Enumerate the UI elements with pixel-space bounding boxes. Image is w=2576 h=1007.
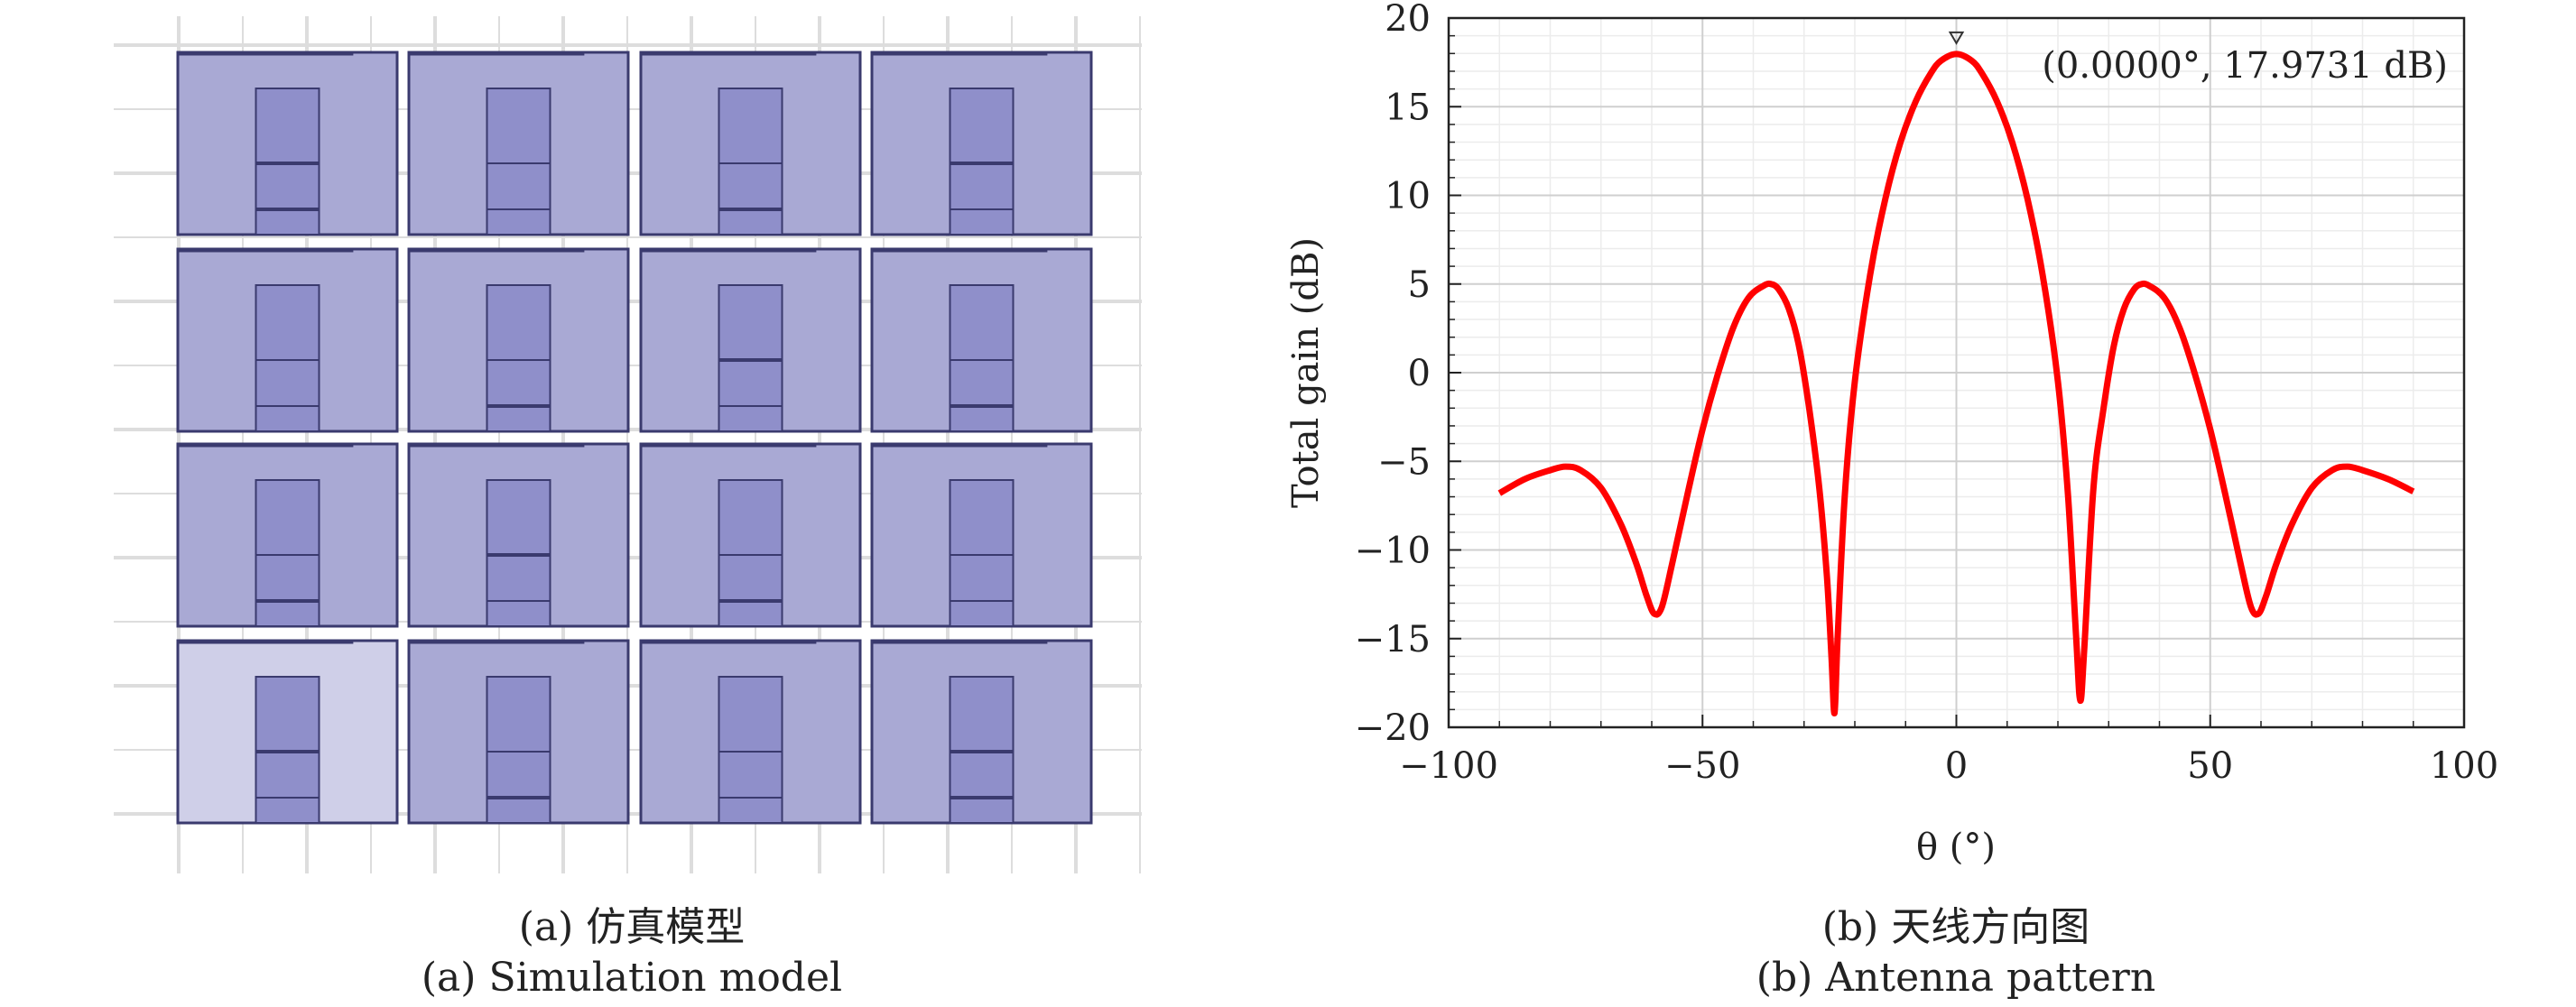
tick-marks bbox=[1448, 17, 2465, 728]
y-tick-label: 0 bbox=[1408, 353, 1431, 394]
array-element bbox=[176, 51, 399, 236]
array-element bbox=[639, 51, 862, 236]
array-element bbox=[870, 247, 1093, 433]
array-element bbox=[870, 51, 1093, 236]
array-element bbox=[176, 247, 399, 433]
feed-strip bbox=[718, 88, 783, 236]
x-axis-label: θ (°) bbox=[1916, 827, 1996, 868]
total-gain-line bbox=[1497, 51, 2415, 716]
array-element bbox=[407, 247, 630, 433]
caption-b-chinese: (b) 天线方向图 bbox=[1822, 904, 2090, 950]
feed-strip bbox=[255, 479, 320, 627]
caption-b-english: (b) Antenna pattern bbox=[1756, 955, 2155, 1001]
x-tick-label: 100 bbox=[2430, 745, 2498, 787]
y-tick-label: −5 bbox=[1377, 441, 1431, 483]
y-tick-label: 20 bbox=[1385, 0, 1431, 40]
array-element bbox=[639, 247, 862, 433]
array-element bbox=[639, 442, 862, 628]
y-tick-label: 10 bbox=[1385, 176, 1431, 217]
array-element bbox=[407, 442, 630, 628]
feed-strip bbox=[255, 284, 320, 432]
feed-strip bbox=[486, 284, 551, 432]
caption-a-english: (a) Simulation model bbox=[422, 955, 842, 1001]
y-tick-label: 15 bbox=[1385, 87, 1431, 128]
array-element bbox=[639, 639, 862, 825]
x-tick-label: 0 bbox=[1945, 745, 1968, 787]
x-tick-labels: −100 −50 0 50 100 bbox=[1399, 745, 2498, 787]
array-element bbox=[870, 639, 1093, 825]
x-tick-label: −100 bbox=[1399, 745, 1498, 787]
caption-a-chinese: (a) 仿真模型 bbox=[519, 904, 746, 950]
y-tick-label: −15 bbox=[1355, 619, 1431, 661]
y-axis-label: Total gain (dB) bbox=[1285, 237, 1327, 508]
feed-strip bbox=[949, 479, 1015, 627]
feed-strip bbox=[718, 676, 783, 824]
feed-strip bbox=[486, 88, 551, 236]
array-element bbox=[176, 639, 399, 825]
patch-array bbox=[176, 51, 1093, 825]
y-tick-label: −20 bbox=[1355, 707, 1431, 749]
feed-strip bbox=[718, 479, 783, 627]
array-element bbox=[407, 51, 630, 236]
array-element bbox=[870, 442, 1093, 628]
feed-strip bbox=[486, 676, 551, 824]
x-tick-label: 50 bbox=[2187, 745, 2233, 787]
x-tick-label: −50 bbox=[1664, 745, 1740, 787]
array-element bbox=[176, 442, 399, 628]
peak-annotation: (0.0000°, 17.9731 dB) bbox=[2042, 45, 2448, 87]
array-element bbox=[407, 639, 630, 825]
simulation-model-panel bbox=[114, 16, 1142, 873]
y-tick-label: −10 bbox=[1355, 531, 1431, 572]
peak-marker-triangle bbox=[1948, 31, 1965, 45]
feed-strip bbox=[949, 284, 1015, 432]
y-tick-label: 5 bbox=[1408, 264, 1431, 306]
y-tick-labels: −20 −15 −10 −5 0 5 10 15 20 bbox=[1355, 0, 1431, 749]
